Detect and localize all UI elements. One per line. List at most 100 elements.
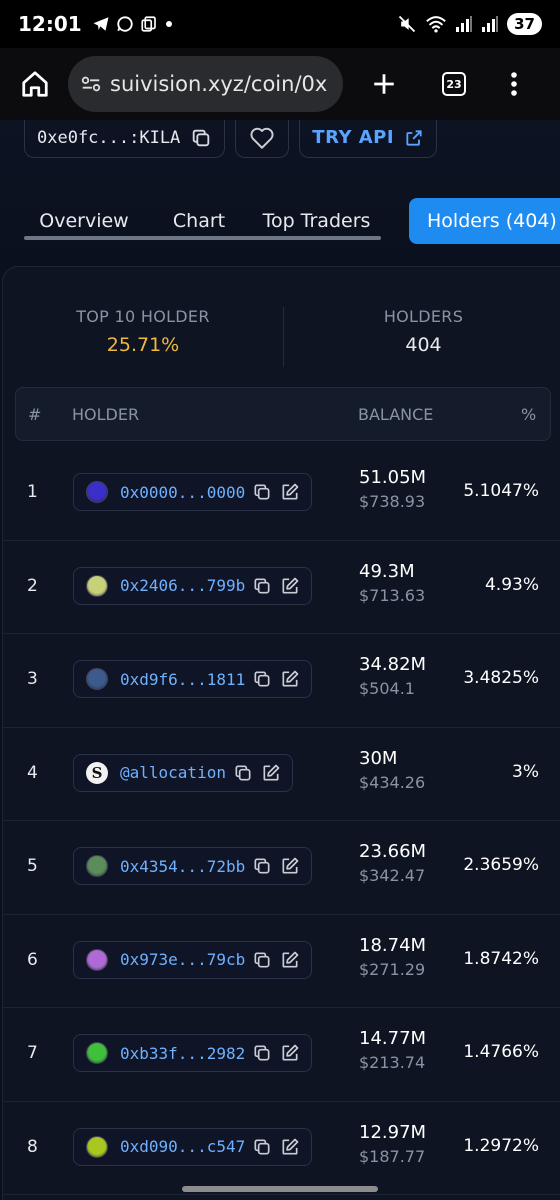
- holder-address[interactable]: 0x0000...0000: [120, 482, 246, 502]
- copy-icon[interactable]: [251, 949, 273, 971]
- holder-address[interactable]: 0xd9f6...1811: [120, 669, 246, 689]
- col-balance: BALANCE: [358, 405, 434, 424]
- col-holder: HOLDER: [72, 405, 140, 424]
- holder-balance: 30M $434.26: [359, 748, 425, 792]
- plus-icon: [374, 74, 394, 94]
- url-text: suivision.xyz/coin/0x: [110, 72, 328, 96]
- holder-address-chip[interactable]: S @allocation: [73, 753, 293, 792]
- holder-balance: 14.77M $213.74: [359, 1028, 426, 1072]
- balance-amount: 14.77M: [359, 1028, 427, 1049]
- col-rank: #: [28, 405, 42, 424]
- balance-usd: $434.26: [359, 772, 426, 792]
- tab-holders[interactable]: Holders (404): [409, 198, 560, 244]
- table-row[interactable]: 6 0x973e...79cb 18.74M $271.29 1.8742%: [3, 915, 560, 1008]
- edit-icon[interactable]: [260, 762, 282, 784]
- holder-percent: 5.1047%: [463, 481, 539, 501]
- holder-address-chip[interactable]: 0x2406...799b: [73, 566, 313, 605]
- holder-address-chip[interactable]: 0xd090...c547: [73, 1127, 313, 1166]
- try-api-label: TRY API: [312, 127, 395, 148]
- battery-indicator: 37: [507, 13, 542, 35]
- copy-icon[interactable]: [190, 127, 212, 149]
- edit-icon[interactable]: [279, 481, 301, 503]
- holder-address-chip[interactable]: 0x4354...72bb: [73, 847, 313, 885]
- holder-address[interactable]: 0xb33f...2982: [120, 1043, 246, 1063]
- holder-address-chip[interactable]: 0x973e...79cb: [73, 940, 313, 979]
- address-bar[interactable]: suivision.xyz/coin/0x: [68, 56, 343, 112]
- table-row[interactable]: 5 0x4354...72bb 23.66M $342.47 2.3659%: [3, 821, 560, 915]
- browser-toolbar: suivision.xyz/coin/0x 23: [0, 48, 560, 120]
- holder-address-chip[interactable]: 0x0000...0000: [73, 473, 313, 511]
- try-api-button[interactable]: TRY API: [299, 120, 438, 158]
- edit-icon[interactable]: [279, 949, 301, 971]
- holder-address[interactable]: 0x4354...72bb: [120, 856, 246, 876]
- holder-address[interactable]: 0x2406...799b: [120, 576, 246, 595]
- holders-table-body: 1 0x0000...0000 51.05M $738.93 5.1047% 2 0x240…: [3, 447, 560, 1195]
- avatar: [86, 574, 108, 597]
- tab-switcher-button[interactable]: 23: [431, 61, 477, 107]
- edit-icon[interactable]: [279, 855, 301, 877]
- avatar: [86, 855, 108, 877]
- edit-icon[interactable]: [279, 668, 301, 690]
- holder-balance: 34.82M $504.1: [359, 654, 426, 698]
- holders-count-stat: HOLDERS 404: [283, 307, 560, 367]
- page-content: 0xe0fc...:KILA TRY API Overview Chart To…: [0, 120, 560, 1200]
- balance-amount: 51.05M: [359, 467, 427, 488]
- holders-value: 404: [405, 334, 442, 356]
- tab-chart[interactable]: Chart: [172, 210, 226, 232]
- copy-icon[interactable]: [251, 1136, 273, 1158]
- home-button[interactable]: [12, 61, 58, 107]
- gesture-bar[interactable]: [182, 1186, 378, 1192]
- avatar: [86, 948, 108, 971]
- coin-tabs: Overview Chart Top Traders Holders (404): [24, 198, 560, 244]
- new-tab-button[interactable]: [361, 61, 407, 107]
- holder-address[interactable]: 0x973e...79cb: [120, 950, 246, 969]
- table-row[interactable]: 8 0xd090...c547 12.97M $187.77 1.2972%: [3, 1102, 560, 1195]
- avatar: [86, 1135, 108, 1158]
- table-header: # HOLDER BALANCE %: [15, 387, 551, 441]
- copy-icon[interactable]: [251, 668, 273, 690]
- avatar: [86, 668, 108, 690]
- holder-balance: 18.74M $271.29: [359, 935, 426, 979]
- copy-icon[interactable]: [251, 575, 273, 597]
- balance-amount: 18.74M: [359, 934, 427, 956]
- browser-menu-button[interactable]: [499, 61, 529, 107]
- status-bar: 12:01 37: [0, 0, 560, 48]
- balance-amount: 23.66M: [359, 841, 427, 862]
- edit-icon[interactable]: [279, 1136, 301, 1158]
- copy-notification-icon: [141, 16, 156, 32]
- dot-icon: [165, 21, 172, 27]
- balance-usd: $738.93: [359, 492, 426, 511]
- holder-address-chip[interactable]: 0xb33f...2982: [73, 1034, 313, 1072]
- table-row[interactable]: 4 S @allocation 30M $434.26 3%: [3, 728, 560, 821]
- tabs-scrollbar[interactable]: [24, 236, 381, 240]
- copy-icon[interactable]: [251, 855, 273, 877]
- holder-percent: 3%: [512, 761, 539, 782]
- row-rank: 6: [27, 949, 38, 970]
- table-row[interactable]: 2 0x2406...799b 49.3M $713.63 4.93%: [3, 541, 560, 634]
- wifi-icon: [426, 16, 446, 33]
- copy-icon[interactable]: [251, 481, 273, 503]
- balance-usd: $342.47: [359, 866, 426, 885]
- holder-address-chip[interactable]: 0xd9f6...1811: [73, 660, 313, 698]
- row-rank: 4: [27, 762, 38, 783]
- edit-icon[interactable]: [279, 1042, 301, 1064]
- holders-summary: TOP 10 HOLDER 25.71% HOLDERS 404: [3, 307, 560, 367]
- table-row[interactable]: 1 0x0000...0000 51.05M $738.93 5.1047%: [3, 447, 560, 541]
- top10-holder-stat: TOP 10 HOLDER 25.71%: [3, 307, 283, 367]
- edit-icon[interactable]: [279, 575, 301, 597]
- avatar: [86, 481, 108, 503]
- table-row[interactable]: 7 0xb33f...2982 14.77M $213.74 1.4766%: [3, 1008, 560, 1102]
- top10-label: TOP 10 HOLDER: [76, 307, 210, 326]
- copy-icon[interactable]: [232, 762, 254, 784]
- holder-address[interactable]: 0xd090...c547: [120, 1137, 246, 1156]
- favorite-button[interactable]: [235, 120, 290, 158]
- external-link-icon: [406, 129, 422, 146]
- holder-address[interactable]: @allocation: [120, 763, 226, 782]
- system-icons: 37: [397, 13, 542, 35]
- tab-overview[interactable]: Overview: [39, 210, 129, 232]
- tab-top-traders[interactable]: Top Traders: [262, 210, 371, 232]
- site-settings-icon[interactable]: [80, 73, 102, 95]
- row-rank: 1: [27, 482, 38, 502]
- table-row[interactable]: 3 0xd9f6...1811 34.82M $504.1 3.4825%: [3, 634, 560, 728]
- copy-icon[interactable]: [251, 1042, 273, 1064]
